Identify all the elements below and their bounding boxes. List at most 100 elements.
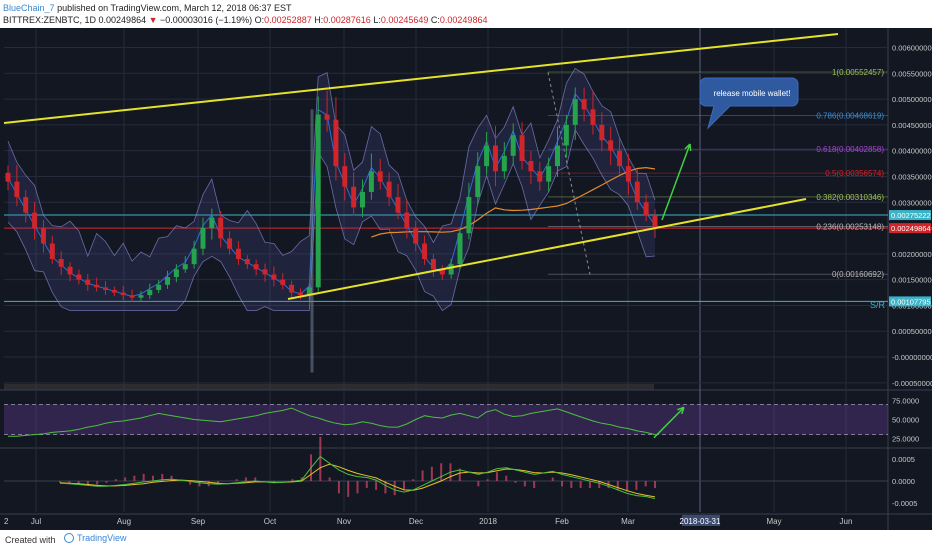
candle-body xyxy=(49,243,55,260)
tradingview-brand: TradingView xyxy=(77,533,127,543)
y-tick-label: 0.00400000 xyxy=(892,147,932,156)
level-tag xyxy=(889,210,931,221)
candle-body xyxy=(306,287,312,296)
candle-body xyxy=(111,289,117,293)
candle-body xyxy=(209,217,215,229)
candle-body xyxy=(120,292,126,296)
candle-body xyxy=(590,109,596,125)
candle-body xyxy=(528,160,534,172)
level-tag xyxy=(889,223,931,234)
x-tick-label: Jun xyxy=(840,517,853,526)
candle-body xyxy=(315,114,321,288)
candle-body xyxy=(404,212,410,229)
x-tick-label: May xyxy=(766,517,781,526)
rsi-pane[interactable] xyxy=(4,403,888,439)
x-tick-label: Oct xyxy=(264,517,277,526)
price-pane[interactable]: 1(0.00552457) 0.786(0.00468619) 0.618(0.00… xyxy=(3,33,888,390)
x-tick-label: Nov xyxy=(337,517,351,526)
macd-tick-label: 0.0005 xyxy=(892,455,915,464)
chart-background xyxy=(0,28,932,530)
candle-body xyxy=(324,114,330,120)
x-tick-label: Mar xyxy=(621,517,635,526)
bollinger-upper xyxy=(7,67,656,262)
candle-body xyxy=(413,228,419,244)
symbol-line: BITTREX:ZENBTC, 1D 0.00249864 ▼ −0.00003… xyxy=(3,15,487,25)
lower-trendline xyxy=(287,198,807,300)
fib-level-label: 0(0.00160692) xyxy=(832,270,884,279)
x-tick-label-fragment: 2 xyxy=(4,517,9,526)
tradingview-link[interactable]: TradingView xyxy=(64,533,127,543)
candle-body xyxy=(466,197,472,234)
y-tick-label: 0.00050000 xyxy=(892,327,932,336)
rsi-up-arrow-icon-head xyxy=(677,406,685,415)
candle-body xyxy=(448,264,454,275)
candle-body xyxy=(457,233,463,265)
date-marker-box xyxy=(682,515,720,526)
candle-body xyxy=(386,181,392,198)
candle-body xyxy=(634,181,640,203)
fib-level-label: 0.5(0.00356574) xyxy=(825,169,884,178)
candle-body xyxy=(138,295,144,298)
rsi-line xyxy=(8,407,656,437)
x-tick-label: 2018 xyxy=(479,517,497,526)
upper-trendline xyxy=(3,33,839,124)
sr-label: S/R xyxy=(870,300,886,310)
open-label: O: xyxy=(254,15,265,25)
candle-body xyxy=(218,217,224,239)
candle-body xyxy=(422,243,428,260)
macd-tick-label: 0.0000 xyxy=(892,477,915,486)
x-tick-label: Sep xyxy=(191,517,206,526)
candle-body xyxy=(102,287,108,290)
candle-body xyxy=(652,215,658,229)
close-value: 0.00249864 xyxy=(439,15,488,25)
chart-footer: Created with TradingView xyxy=(0,530,932,550)
candle-body xyxy=(572,99,578,125)
candle-body xyxy=(94,284,100,288)
candle-body xyxy=(67,266,73,275)
candle-body xyxy=(342,166,348,187)
candle-body xyxy=(555,145,561,167)
close-label: C: xyxy=(430,15,440,25)
rsi-tick-label: 25.0000 xyxy=(892,434,919,443)
author-link[interactable]: BlueChain_7 xyxy=(3,3,55,13)
candle-body xyxy=(501,155,507,172)
candle-body xyxy=(510,135,516,156)
candle-body xyxy=(360,191,366,208)
x-tick-label: Aug xyxy=(117,517,131,526)
symbol-label: BITTREX:ZENBTC, 1D xyxy=(3,15,97,25)
candle-body xyxy=(235,248,241,260)
rsi-tick-label: 75.0000 xyxy=(892,397,919,406)
y-tick-label: 0.00200000 xyxy=(892,250,932,259)
y-tick-label: 0.00450000 xyxy=(892,121,932,130)
tradingview-logo-icon xyxy=(64,533,74,543)
candle-body xyxy=(484,145,490,167)
x-tick-label: Dec xyxy=(409,517,423,526)
candle-body xyxy=(333,119,339,167)
fib-level-label: 0.236(0.00253148) xyxy=(816,222,884,231)
macd-pane[interactable] xyxy=(4,436,888,500)
candle-body xyxy=(617,150,623,167)
high-label: H: xyxy=(314,15,324,25)
bollinger-lower xyxy=(7,128,656,312)
level-tag-label: 0.00249864 xyxy=(891,224,931,233)
x-tick-label: Jul xyxy=(31,517,41,526)
y-tick-label: 0.00550000 xyxy=(892,69,932,78)
y-tick-label: 0.00350000 xyxy=(892,172,932,181)
x-tick-label: 2018-03-31 xyxy=(680,517,721,526)
bollinger-fill xyxy=(8,68,655,311)
axes: Jul Aug Sep Oct Nov Dec 2018 Feb Mar 2018-03-31 Ma… xyxy=(4,43,932,526)
candle-body xyxy=(23,197,29,213)
rsi-up-arrow-icon xyxy=(653,406,685,439)
trading-chart[interactable]: 1(0.00552457) 0.786(0.00468619) 0.618(0.00… xyxy=(0,28,932,530)
y-tick-label: 0.00150000 xyxy=(892,276,932,285)
candle-body xyxy=(40,228,46,244)
up-arrow-icon xyxy=(661,143,691,221)
y-tick-label: 0.00600000 xyxy=(892,43,932,52)
level-tag-label: 0.00275222 xyxy=(891,211,931,220)
down-arrow-icon: ▼ xyxy=(148,15,158,25)
rsi-tick-label: 50.0000 xyxy=(892,416,919,425)
candle-body xyxy=(492,145,498,172)
fib-level-label: 0.382(0.00310346) xyxy=(816,193,884,202)
candle-body xyxy=(191,248,197,265)
y-tick-label: 0.00300000 xyxy=(892,198,932,207)
